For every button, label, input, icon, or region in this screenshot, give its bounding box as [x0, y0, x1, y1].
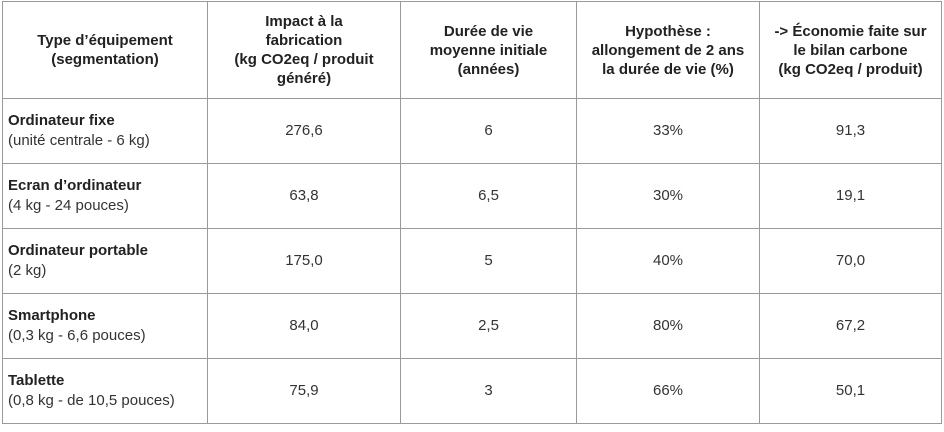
equipment-spec: (4 kg - 24 pouces) [8, 197, 129, 214]
equipment-spec: (unité centrale - 6 kg) [8, 132, 150, 149]
hypothesis-cell: 30% [576, 163, 760, 229]
lifespan-cell: 6 [400, 98, 577, 164]
impact-cell: 175,0 [207, 228, 401, 294]
equipment-name: Ordinateur portable [8, 242, 149, 259]
impact-cell: 75,9 [207, 358, 401, 424]
equipment-name: Smartphone [8, 307, 96, 324]
lifespan-cell: 2,5 [400, 293, 577, 359]
lifespan-cell: 5 [400, 228, 577, 294]
equipment-cell: Ecran d’ordinateur (4 kg - 24 pouces) [2, 163, 208, 229]
header-line: Type d’équipement [37, 32, 173, 49]
impact-cell: 276,6 [207, 98, 401, 164]
header-line: le bilan carbone [793, 41, 908, 59]
hypothesis-cell: 66% [576, 358, 760, 424]
table-row: Tablette (0,8 kg - de 10,5 pouces) 75,9 … [2, 358, 942, 424]
header-line: (kg CO2eq / produit) [778, 60, 923, 78]
table-header: Type d’équipement (segmentation) Impact … [2, 1, 942, 99]
table-row: Ordinateur fixe (unité centrale - 6 kg) … [2, 98, 942, 164]
equipment-cell: Ordinateur portable (2 kg) [2, 228, 208, 294]
impact-cell: 63,8 [207, 163, 401, 229]
lifespan-cell: 6,5 [400, 163, 577, 229]
header-line: la durée de vie (%) [602, 60, 734, 78]
saving-cell: 67,2 [759, 293, 942, 359]
equipment-cell: Smartphone (0,3 kg - 6,6 pouces) [2, 293, 208, 359]
header-line: Impact à la [265, 13, 343, 30]
header-hypothesis: Hypothèse : allongement de 2 ans la duré… [576, 1, 760, 99]
equipment-carbon-table: Type d’équipement (segmentation) Impact … [2, 1, 942, 424]
equipment-spec: (0,3 kg - 6,6 pouces) [8, 327, 146, 344]
table-row: Ordinateur portable (2 kg) 175,0 5 40% 7… [2, 228, 942, 294]
equipment-name: Tablette [8, 372, 65, 389]
equipment-name: Ordinateur fixe [8, 112, 115, 129]
table-row: Ecran d’ordinateur (4 kg - 24 pouces) 63… [2, 163, 942, 229]
header-line: fabrication [265, 32, 343, 49]
header-line: (années) [457, 60, 520, 78]
header-line: moyenne initiale [429, 41, 548, 59]
impact-cell: 84,0 [207, 293, 401, 359]
saving-cell: 19,1 [759, 163, 942, 229]
header-line: (kg CO2eq / produit [234, 51, 374, 68]
hypothesis-cell: 40% [576, 228, 760, 294]
header-manufacturing-impact: Impact à la fabrication (kg CO2eq / prod… [207, 1, 401, 99]
header-line: Hypothèse : [625, 22, 711, 40]
header-row: Type d’équipement (segmentation) Impact … [2, 1, 942, 99]
header-initial-lifespan: Durée de vie moyenne initiale (années) [400, 1, 577, 99]
equipment-spec: (2 kg) [8, 262, 47, 279]
table-row: Smartphone (0,3 kg - 6,6 pouces) 84,0 2,… [2, 293, 942, 359]
equipment-cell: Ordinateur fixe (unité centrale - 6 kg) [2, 98, 208, 164]
saving-cell: 50,1 [759, 358, 942, 424]
hypothesis-cell: 33% [576, 98, 760, 164]
saving-cell: 91,3 [759, 98, 942, 164]
header-equipment-type: Type d’équipement (segmentation) [2, 1, 208, 99]
header-line: allongement de 2 ans [591, 41, 745, 59]
header-line: (segmentation) [51, 51, 159, 68]
hypothesis-cell: 80% [576, 293, 760, 359]
header-line: généré) [276, 70, 332, 87]
header-line: -> Économie faite sur [774, 22, 927, 40]
table-body: Ordinateur fixe (unité centrale - 6 kg) … [2, 98, 942, 424]
header-line: Durée de vie [443, 22, 534, 40]
equipment-spec: (0,8 kg - de 10,5 pouces) [8, 392, 175, 409]
lifespan-cell: 3 [400, 358, 577, 424]
saving-cell: 70,0 [759, 228, 942, 294]
equipment-cell: Tablette (0,8 kg - de 10,5 pouces) [2, 358, 208, 424]
equipment-name: Ecran d’ordinateur [8, 177, 142, 194]
header-carbon-saving: -> Économie faite sur le bilan carbone (… [759, 1, 942, 99]
